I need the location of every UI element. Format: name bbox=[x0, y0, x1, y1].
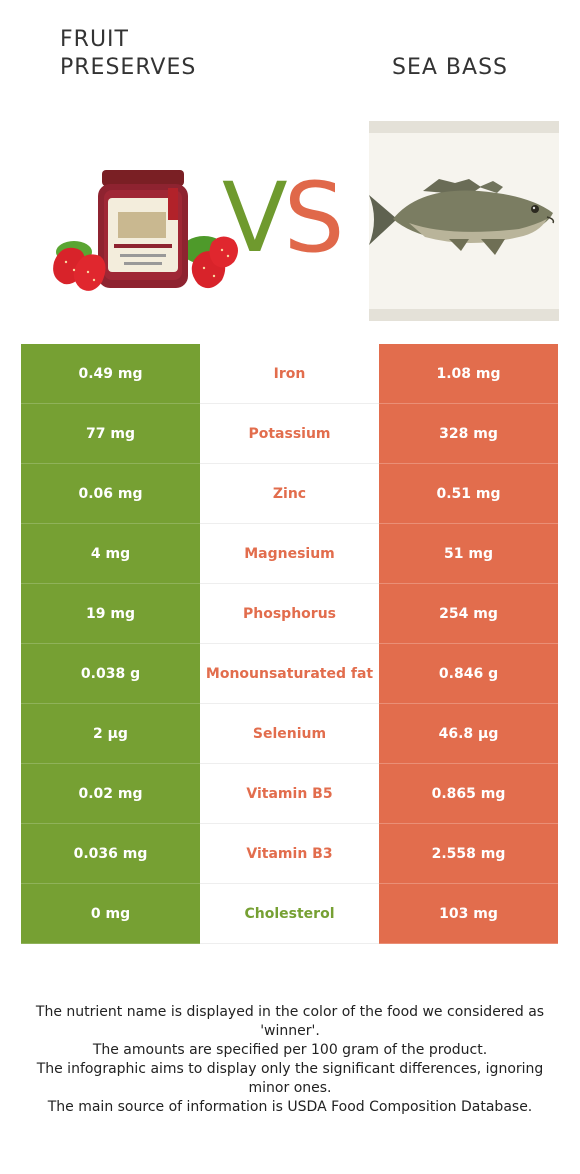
table-row: 0.49 mg Iron 1.08 mg bbox=[21, 344, 558, 404]
left-value: 77 mg bbox=[21, 404, 200, 464]
left-food-title-line2: PRESERVES bbox=[60, 55, 197, 80]
vs-v: V bbox=[222, 162, 288, 274]
table-row: 2 µg Selenium 46.8 µg bbox=[21, 704, 558, 764]
left-value: 0.036 mg bbox=[21, 824, 200, 884]
right-value: 254 mg bbox=[379, 584, 558, 644]
left-value: 0 mg bbox=[21, 884, 200, 944]
strawberry-jam-jar-image bbox=[53, 170, 238, 291]
nutrient-name: Magnesium bbox=[200, 524, 379, 584]
table-row: 77 mg Potassium 328 mg bbox=[21, 404, 558, 464]
right-value: 51 mg bbox=[379, 524, 558, 584]
right-value: 1.08 mg bbox=[379, 344, 558, 404]
footnote-line: The amounts are specified per 100 gram o… bbox=[92, 1042, 488, 1058]
nutrient-name: Potassium bbox=[200, 404, 379, 464]
footnote-line: The main source of information is USDA F… bbox=[47, 1099, 533, 1115]
left-value: 19 mg bbox=[21, 584, 200, 644]
nutrient-name: Phosphorus bbox=[200, 584, 379, 644]
vs-s: S bbox=[283, 162, 345, 274]
nutrient-name: Vitamin B5 bbox=[200, 764, 379, 824]
vs-label: VS bbox=[222, 158, 345, 278]
right-value: 0.51 mg bbox=[379, 464, 558, 524]
left-value: 0.038 g bbox=[21, 644, 200, 704]
left-value: 2 µg bbox=[21, 704, 200, 764]
left-value: 4 mg bbox=[21, 524, 200, 584]
table-row: 0 mg Cholesterol 103 mg bbox=[21, 884, 558, 944]
table-row: 0.02 mg Vitamin B5 0.865 mg bbox=[21, 764, 558, 824]
nutrient-name: Cholesterol bbox=[200, 884, 379, 944]
right-value: 0.865 mg bbox=[379, 764, 558, 824]
right-value: 328 mg bbox=[379, 404, 558, 464]
nutrient-name: Monounsaturated fat bbox=[200, 644, 379, 704]
sea-bass-image bbox=[369, 121, 559, 321]
table-row: 0.038 g Monounsaturated fat 0.846 g bbox=[21, 644, 558, 704]
table-row: 19 mg Phosphorus 254 mg bbox=[21, 584, 558, 644]
left-value: 0.06 mg bbox=[21, 464, 200, 524]
right-value: 2.558 mg bbox=[379, 824, 558, 884]
left-value: 0.02 mg bbox=[21, 764, 200, 824]
nutrient-name: Iron bbox=[200, 344, 379, 404]
left-food-title-line1: FRUIT bbox=[60, 27, 129, 52]
nutrient-name: Zinc bbox=[200, 464, 379, 524]
table-row: 0.036 mg Vitamin B3 2.558 mg bbox=[21, 824, 558, 884]
right-food-title: SEA BASS bbox=[392, 55, 508, 80]
nutrient-name: Selenium bbox=[200, 704, 379, 764]
nutrient-name: Vitamin B3 bbox=[200, 824, 379, 884]
right-value: 0.846 g bbox=[379, 644, 558, 704]
left-value: 0.49 mg bbox=[21, 344, 200, 404]
footnote-line: The nutrient name is displayed in the co… bbox=[35, 1004, 545, 1039]
footnote: The nutrient name is displayed in the co… bbox=[20, 1003, 560, 1117]
table-row: 4 mg Magnesium 51 mg bbox=[21, 524, 558, 584]
right-value: 46.8 µg bbox=[379, 704, 558, 764]
table-row: 0.06 mg Zinc 0.51 mg bbox=[21, 464, 558, 524]
left-food-title: FRUIT PRESERVES bbox=[60, 26, 240, 82]
nutrient-comparison-table: 0.49 mg Iron 1.08 mg 77 mg Potassium 328… bbox=[21, 344, 558, 944]
footnote-line: The infographic aims to display only the… bbox=[36, 1061, 544, 1096]
right-value: 103 mg bbox=[379, 884, 558, 944]
